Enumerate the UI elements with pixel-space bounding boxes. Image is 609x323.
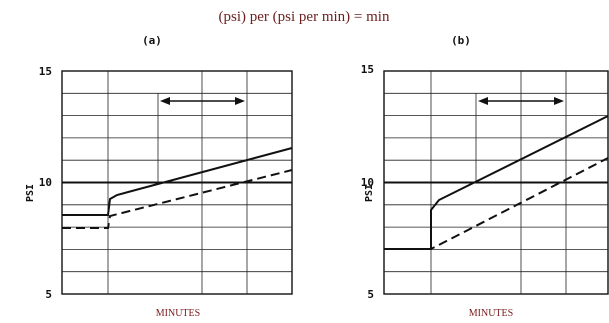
panel-b-dashed-curve [384, 157, 609, 250]
panel-a-ytick-5: 5 [45, 288, 52, 301]
panel-a-duration-arrow [157, 93, 245, 183]
panel-b-y-axis-label: PSI [364, 184, 375, 202]
panel-b-label: (b) [451, 34, 471, 47]
panel-b-x-axis-label: MINUTES [469, 308, 513, 319]
panel-a-label: (a) [142, 34, 162, 47]
panel-b-ytick-15: 15 [361, 63, 374, 76]
panel-b-horizontal-grid [384, 92, 608, 273]
figure-title: (psi) per (psi per min) = min [219, 9, 390, 25]
panel-a-ytick-10: 10 [39, 176, 52, 189]
panel-a: (a) 15 10 5 PSI [25, 34, 293, 319]
panel-a-dashed-curve [62, 169, 293, 229]
panel-a-x-axis-label: MINUTES [156, 308, 200, 319]
panel-b: (b) 15 10 5 PSI [361, 34, 609, 319]
panel-a-solid-curve [62, 147, 293, 216]
panel-b-ytick-10: 10 [361, 176, 374, 189]
panel-b-duration-arrow [475, 93, 564, 183]
panel-a-horizontal-grid [62, 92, 292, 273]
panel-b-ytick-5: 5 [367, 288, 374, 301]
panel-a-ytick-15: 15 [39, 65, 52, 78]
panel-a-y-axis-label: PSI [25, 184, 36, 202]
